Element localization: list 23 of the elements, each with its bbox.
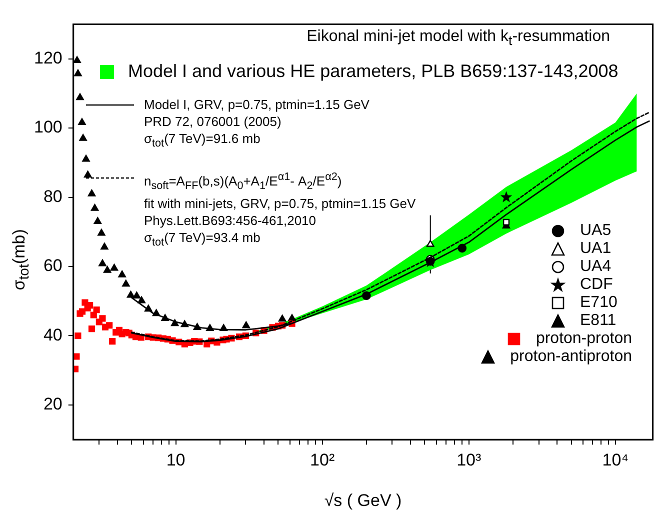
legend-label: UA4 — [580, 258, 612, 276]
legend-label: Model I, GRV, p=0.75, ptmin=1.15 GeV PRD 72, 076001 (2005) σ$_{tot}$(7 TeV)=91.6 mb — [144, 96, 370, 152]
x-tick-label: 10⁴ — [602, 450, 629, 470]
legend-label: E811 — [580, 312, 618, 330]
y-tick-label: 80 — [43, 186, 62, 206]
x-tick-label: 10 — [166, 450, 186, 470]
legend-label: CDF — [580, 276, 614, 294]
legend-label: proton-antiproton — [510, 348, 632, 366]
y-tick-label: 60 — [43, 256, 62, 276]
y-tick-label: 120 — [34, 48, 62, 68]
x-axis-title: √s ( GeV ) — [323, 491, 403, 511]
legend-label: E710 — [580, 294, 618, 312]
text: n$_{soft}$=A$_{FF}$(b,s)(A$_{0}$+A$_{1}$/E$^{α1}$- A$_{2}$/E$^{α2}$) fit with mini-jets, GRV, p=0.75, ptmin=1.15 GeV Phys.Lett.B693:456-461,2010 σ$_{tot}$(7 TeV)=93.4 mb — [144, 170, 416, 248]
legend-label: UA5 — [580, 222, 612, 240]
legend-label: proton-proton — [536, 330, 632, 348]
y-tick-label: 40 — [43, 325, 62, 344]
legend-label: UA1 — [580, 240, 612, 258]
y-tick-label: 20 — [43, 394, 62, 414]
x-tick-label: 10² — [310, 450, 335, 470]
chart-title: Eikonal mini-jet model with k$_{t}$-resummation — [306, 28, 610, 48]
legend-label: Model I and various HE parameters, PLB B659:137-143,2008 — [128, 60, 618, 82]
x-tick-label: 10³ — [456, 450, 482, 470]
y-tick-label: 100 — [34, 118, 62, 137]
